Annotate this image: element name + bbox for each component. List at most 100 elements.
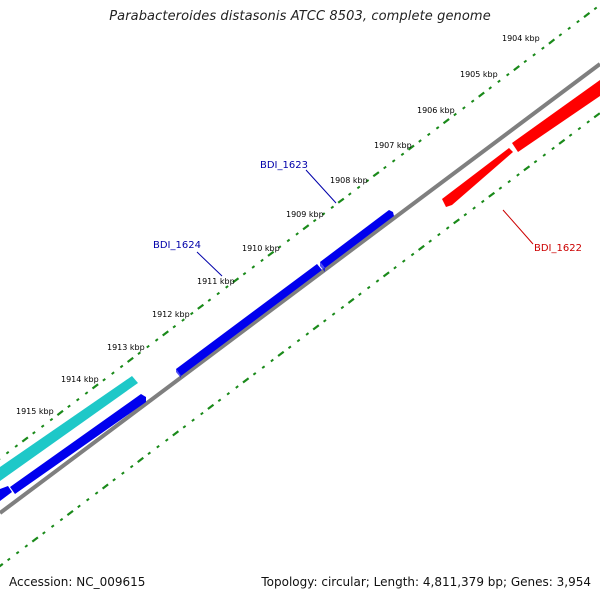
tick-mark: [146, 344, 150, 349]
tick-mark: [348, 192, 352, 196]
tick-mark: [356, 185, 361, 190]
tick-mark: [15, 550, 20, 555]
gene-label-bdi-1624[interactable]: BDI_1624: [153, 240, 201, 251]
tick-mark: [533, 160, 538, 164]
tick-mark: [558, 33, 563, 37]
tick-mark: [84, 391, 89, 395]
tick-mark: [40, 424, 45, 428]
tick-mark: [470, 99, 475, 103]
tick-mark: [548, 38, 556, 45]
tick-mark: [393, 266, 397, 270]
tick-mark: [191, 418, 195, 422]
accession-text: Accession: NC_009615: [9, 575, 146, 589]
tick-mark: [551, 146, 555, 151]
tick-mark: [437, 232, 441, 237]
tick-mark: [513, 65, 520, 72]
tick-mark: [593, 112, 600, 119]
gene-lower-forward-2[interactable]: [0, 486, 12, 501]
inner-tick-track: [0, 112, 600, 568]
gene-bdi-1622[interactable]: [442, 148, 513, 207]
tick-mark: [197, 303, 205, 310]
tick-mark: [506, 73, 510, 77]
tick-mark: [312, 218, 317, 223]
kbp-label: 1907 kbp: [374, 141, 412, 150]
tick-mark: [427, 132, 431, 137]
tick-mark: [207, 298, 212, 302]
tick-mark: [577, 126, 582, 131]
tick-mark: [75, 397, 80, 402]
tick-mark: [0, 563, 4, 568]
tick-mark: [583, 12, 591, 18]
tick-mark: [119, 364, 124, 369]
tick-mark: [287, 345, 292, 350]
tick-mark: [347, 297, 355, 304]
tick-mark: [568, 133, 573, 137]
gene-label-bdi-1622[interactable]: BDI_1622: [534, 243, 582, 254]
tick-mark: [337, 197, 345, 204]
tick-mark: [242, 271, 247, 276]
tick-mark: [453, 112, 457, 117]
tick-mark: [270, 358, 274, 363]
tick-mark: [267, 250, 275, 257]
tick-mark: [286, 238, 291, 243]
tick-mark: [112, 478, 116, 482]
kbp-label: 1913 kbp: [107, 343, 145, 352]
tick-mark: [5, 451, 10, 455]
tick-mark: [66, 510, 74, 516]
tick-mark: [200, 411, 204, 416]
tick-mark: [382, 271, 390, 278]
tick-mark: [558, 138, 566, 145]
gene-label-bdi-1623[interactable]: BDI_1623: [260, 160, 308, 171]
tick-mark: [391, 159, 396, 163]
gene-bdi-1624[interactable]: [176, 264, 322, 378]
tick-mark: [235, 385, 239, 389]
tick-mark: [407, 144, 415, 151]
genome-summary-text: Topology: circular; Length: 4,811,379 bp…: [261, 575, 591, 589]
tick-mark: [330, 205, 335, 209]
kbp-label: 1905 kbp: [460, 70, 498, 79]
tick-mark: [402, 259, 406, 263]
tick-mark: [121, 471, 125, 475]
tick-mark: [252, 372, 257, 376]
tick-mark: [101, 483, 109, 490]
tick-mark: [7, 557, 11, 562]
tick-mark: [277, 350, 285, 357]
kbp-label: 1904 kbp: [502, 34, 540, 43]
bdi-1623-connector: [305, 169, 337, 204]
bdi-1622-connector: [502, 209, 534, 245]
kbp-label: 1906 kbp: [417, 106, 455, 115]
tick-mark: [182, 425, 187, 429]
kbp-label-group: 1904 kbp 1905 kbp 1906 kbp 1907 kbp 1908…: [16, 34, 540, 416]
tick-mark: [296, 338, 301, 343]
tick-mark: [340, 305, 345, 310]
gene-reverse-upper[interactable]: [512, 80, 600, 152]
bdi-1624-connector: [196, 251, 223, 277]
tick-mark: [507, 179, 511, 184]
tick-mark: [366, 285, 371, 290]
tick-mark: [32, 431, 36, 435]
tick-mark: [478, 91, 485, 98]
tick-mark: [302, 224, 310, 231]
genome-backbone: [0, 62, 600, 515]
gene-highlighted[interactable]: [0, 376, 138, 481]
gene-lower-forward-1[interactable]: [10, 394, 146, 494]
tick-mark: [523, 165, 531, 172]
gene-bdi-1623[interactable]: [320, 210, 394, 272]
tick-mark: [190, 311, 194, 316]
tick-mark: [137, 456, 144, 463]
tick-mark: [24, 544, 29, 548]
tick-mark: [497, 79, 501, 84]
kbp-label: 1908 kbp: [330, 176, 368, 185]
tick-mark: [375, 279, 380, 283]
tick-mark: [445, 226, 450, 230]
tick-mark: [260, 258, 264, 263]
tick-mark: [111, 371, 115, 375]
tick-mark: [481, 199, 485, 204]
tick-mark: [129, 464, 134, 469]
kbp-label: 1915 kbp: [16, 407, 54, 416]
tick-mark: [498, 186, 503, 190]
tick-mark: [261, 365, 266, 369]
tick-mark: [251, 265, 256, 269]
